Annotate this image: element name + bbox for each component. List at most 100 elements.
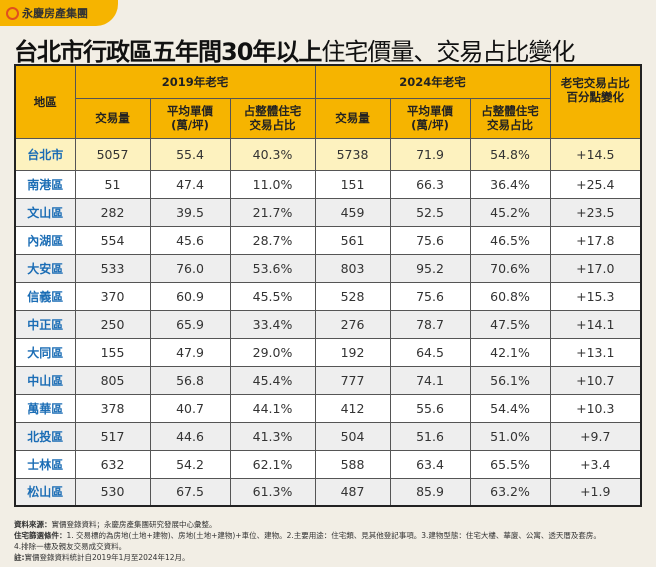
header-share-2019: 占整體住宅 交易占比 (229, 97, 316, 139)
price-2024: 75.6 (389, 281, 471, 311)
header-price-2019: 平均單價 (萬/坪) (149, 97, 231, 139)
share-2019: 61.3% (229, 477, 316, 507)
district-name: 文山區 (14, 197, 76, 227)
volume-2019: 51 (74, 169, 151, 199)
header-volume-2019: 交易量 (74, 97, 151, 139)
note-label: 註: (14, 553, 25, 562)
logo-text: 永慶房產集團 (22, 7, 88, 20)
page-title: 台北市行政區五年間30年以上住宅價量、交易占比變化 (14, 32, 575, 67)
district-name: 士林區 (14, 449, 76, 479)
share-change: +9.7 (549, 421, 642, 451)
logo-icon (6, 6, 19, 20)
price-2024: 51.6 (389, 421, 471, 451)
price-2019: 65.9 (149, 309, 231, 339)
volume-2024: 151 (314, 169, 391, 199)
district-name: 中山區 (14, 365, 76, 395)
price-2019: 44.6 (149, 421, 231, 451)
volume-2019: 5057 (74, 137, 151, 171)
share-change: +23.5 (549, 197, 642, 227)
table-row: 北投區 517 44.6 41.3% 504 51.6 51.0% +9.7 (14, 421, 642, 451)
price-2019: 47.4 (149, 169, 231, 199)
share-2024: 63.2% (469, 477, 551, 507)
price-2024: 85.9 (389, 477, 471, 507)
table-row: 大安區 533 76.0 53.6% 803 95.2 70.6% +17.0 (14, 253, 642, 283)
volume-2024: 412 (314, 393, 391, 423)
volume-2024: 5738 (314, 137, 391, 171)
city-row: 台北市 5057 55.4 40.3% 5738 71.9 54.8% +14.… (14, 137, 642, 171)
district-name: 萬華區 (14, 393, 76, 423)
district-name: 大同區 (14, 337, 76, 367)
table-row: 松山區 530 67.5 61.3% 487 85.9 63.2% +1.9 (14, 477, 642, 507)
price-2019: 40.7 (149, 393, 231, 423)
volume-2024: 276 (314, 309, 391, 339)
price-2024: 74.1 (389, 365, 471, 395)
district-name: 松山區 (14, 477, 76, 507)
table-row: 內湖區 554 45.6 28.7% 561 75.6 46.5% +17.8 (14, 225, 642, 255)
header-change: 老宅交易占比 百分點變化 (549, 64, 642, 139)
table-row: 中山區 805 56.8 45.4% 777 74.1 56.1% +10.7 (14, 365, 642, 395)
district-name: 南港區 (14, 169, 76, 199)
district-name: 信義區 (14, 281, 76, 311)
share-2019: 45.4% (229, 365, 316, 395)
volume-2019: 250 (74, 309, 151, 339)
volume-2019: 530 (74, 477, 151, 507)
share-2019: 53.6% (229, 253, 316, 283)
share-change: +17.8 (549, 225, 642, 255)
share-2019: 11.0% (229, 169, 316, 199)
volume-2019: 533 (74, 253, 151, 283)
share-2024: 56.1% (469, 365, 551, 395)
price-2019: 76.0 (149, 253, 231, 283)
filter-text: 1. 交易標的為房地(土地+建物)、房地(土地+建物)+車位、建物。2.主要用途… (66, 531, 601, 540)
table-row: 萬華區 378 40.7 44.1% 412 55.6 54.4% +10.3 (14, 393, 642, 423)
district-name: 台北市 (14, 137, 76, 171)
title-bold: 台北市行政區五年間30年以上 (14, 38, 322, 66)
volume-2019: 517 (74, 421, 151, 451)
title-rest: 住宅價量、交易占比變化 (321, 38, 575, 66)
share-change: +25.4 (549, 169, 642, 199)
share-2019: 41.3% (229, 421, 316, 451)
table-row: 南港區 51 47.4 11.0% 151 66.3 36.4% +25.4 (14, 169, 642, 199)
volume-2024: 803 (314, 253, 391, 283)
price-2019: 39.5 (149, 197, 231, 227)
price-2024: 75.6 (389, 225, 471, 255)
share-change: +13.1 (549, 337, 642, 367)
price-2019: 47.9 (149, 337, 231, 367)
table-row: 文山區 282 39.5 21.7% 459 52.5 45.2% +23.5 (14, 197, 642, 227)
share-change: +15.3 (549, 281, 642, 311)
price-2024: 71.9 (389, 137, 471, 171)
share-change: +1.9 (549, 477, 642, 507)
brand-logo: 永慶房產集團 (0, 0, 118, 26)
volume-2024: 528 (314, 281, 391, 311)
source-text: 實價登錄資料；永慶房產集團研究發展中心彙整。 (51, 520, 217, 529)
table-row: 士林區 632 54.2 62.1% 588 63.4 65.5% +3.4 (14, 449, 642, 479)
price-2024: 64.5 (389, 337, 471, 367)
share-2024: 54.4% (469, 393, 551, 423)
share-change: +10.3 (549, 393, 642, 423)
volume-2024: 561 (314, 225, 391, 255)
share-2024: 45.2% (469, 197, 551, 227)
volume-2019: 282 (74, 197, 151, 227)
header-volume-2024: 交易量 (314, 97, 391, 139)
price-2024: 55.6 (389, 393, 471, 423)
share-2024: 65.5% (469, 449, 551, 479)
price-2024: 52.5 (389, 197, 471, 227)
header-price-2024: 平均單價 (萬/坪) (389, 97, 471, 139)
share-2019: 44.1% (229, 393, 316, 423)
table-row: 中正區 250 65.9 33.4% 276 78.7 47.5% +14.1 (14, 309, 642, 339)
filter-text-2: 4.排除一樓及親友交易成交資料。 (14, 542, 127, 551)
volume-2019: 370 (74, 281, 151, 311)
volume-2024: 588 (314, 449, 391, 479)
table-row: 大同區 155 47.9 29.0% 192 64.5 42.1% +13.1 (14, 337, 642, 367)
volume-2024: 192 (314, 337, 391, 367)
share-2019: 28.7% (229, 225, 316, 255)
note-text: 實價登錄資料統計自2019年1月至2024年12月。 (24, 553, 190, 562)
share-2019: 21.7% (229, 197, 316, 227)
price-2019: 54.2 (149, 449, 231, 479)
price-2024: 63.4 (389, 449, 471, 479)
price-2019: 55.4 (149, 137, 231, 171)
table-row: 信義區 370 60.9 45.5% 528 75.6 60.8% +15.3 (14, 281, 642, 311)
price-2024: 66.3 (389, 169, 471, 199)
share-2024: 47.5% (469, 309, 551, 339)
share-2019: 33.4% (229, 309, 316, 339)
volume-2019: 805 (74, 365, 151, 395)
